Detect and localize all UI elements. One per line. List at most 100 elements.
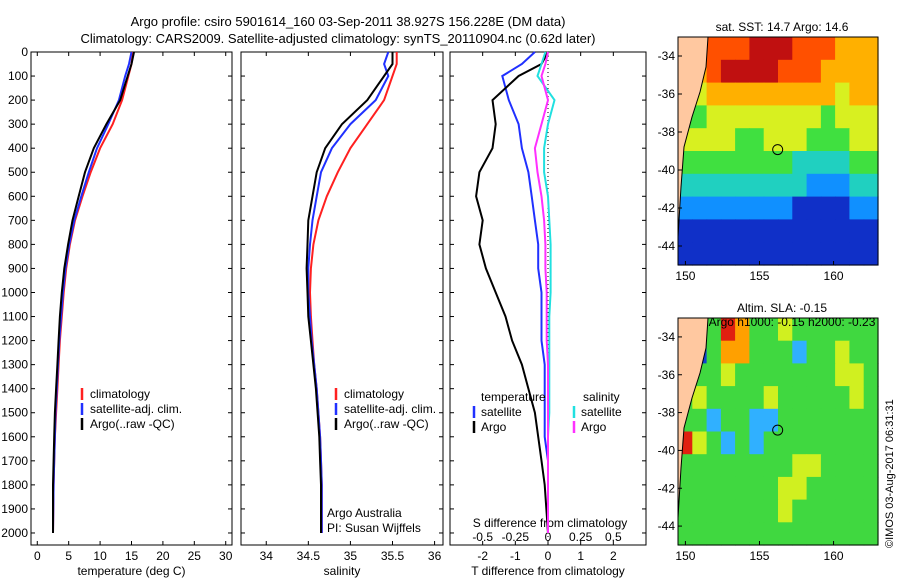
map-cell — [849, 431, 865, 455]
map-cell — [720, 242, 736, 266]
map-cell — [706, 242, 722, 266]
map-cell — [863, 363, 879, 387]
y-tick-label: -40 — [658, 163, 676, 177]
map-cell — [778, 196, 793, 220]
map-cell — [806, 408, 822, 433]
map-cell — [849, 340, 865, 364]
y-tick-label: 1900 — [1, 502, 28, 516]
map-cell — [763, 476, 779, 501]
map-cell — [763, 522, 779, 546]
map-cell — [835, 196, 850, 220]
map-cell — [778, 128, 793, 152]
map-cell — [863, 408, 879, 433]
map-cell — [763, 219, 779, 243]
map-cell — [863, 431, 879, 455]
map-frame — [677, 36, 879, 266]
s-tick-label: -0.5 — [472, 530, 493, 544]
map-cell — [735, 59, 750, 84]
map-cell — [792, 151, 808, 175]
map-cell — [792, 82, 808, 106]
map-cell — [792, 431, 808, 455]
map-cell — [863, 105, 879, 129]
x-tick-label: 155 — [749, 549, 769, 563]
map-cell — [849, 386, 865, 410]
map-cell — [806, 318, 822, 342]
map-cell — [863, 476, 879, 501]
series-line-temperature-argo — [475, 51, 549, 534]
x-tick-label: 15 — [125, 549, 139, 563]
map-cell — [849, 82, 865, 106]
float-position-marker — [772, 144, 784, 156]
map-cell — [849, 318, 865, 342]
map-cell — [720, 340, 736, 364]
map-cell — [749, 454, 765, 478]
map-cell — [806, 522, 822, 546]
map-cell — [706, 431, 722, 455]
map-cell — [806, 476, 822, 501]
map-cell — [678, 499, 693, 523]
map-cell — [778, 454, 793, 478]
map-cell — [749, 82, 765, 106]
map-cell — [849, 219, 865, 243]
map-cell — [778, 242, 793, 266]
map-cell — [863, 37, 879, 61]
map-cell — [863, 454, 879, 478]
map-cell — [778, 59, 793, 84]
s-tick-label: 0.5 — [605, 530, 622, 544]
map-cell — [706, 59, 722, 84]
map-cell — [792, 59, 808, 84]
map-cell — [778, 340, 793, 364]
map-cell — [820, 82, 836, 106]
map-cell — [792, 318, 808, 342]
figure-title-line2: Climatology: CARS2009. Satellite-adjuste… — [81, 31, 596, 46]
y-tick-label: -42 — [658, 481, 676, 495]
map-title: Altim. SLA: -0.15 — [737, 301, 827, 315]
map-cell — [863, 151, 879, 175]
map-cell — [820, 340, 836, 364]
map-cell — [835, 242, 850, 266]
y-tick-label: -34 — [658, 330, 676, 344]
float-position-marker — [772, 424, 784, 436]
s-tick-label: 0 — [545, 530, 552, 544]
map-cell — [778, 219, 793, 243]
y-tick-label: 900 — [8, 261, 28, 275]
map-cell — [849, 499, 865, 523]
map-cell — [735, 196, 750, 220]
map-cell — [678, 219, 693, 243]
map-cell — [735, 219, 750, 243]
y-tick-label: 1100 — [2, 310, 28, 324]
map-cell — [806, 386, 822, 410]
map-cell — [749, 105, 765, 129]
map-cell — [778, 82, 793, 106]
y-tick-label: -44 — [658, 239, 676, 253]
x-tick-label: 150 — [675, 269, 695, 283]
map-cell — [749, 476, 765, 501]
map-cell — [820, 219, 836, 243]
map-cell — [792, 386, 808, 410]
y-tick-label: 1400 — [1, 382, 28, 396]
map-cell — [735, 386, 750, 410]
x-axis-label: T difference from climatology — [471, 564, 625, 578]
map-cell — [863, 386, 879, 410]
map-cell — [863, 499, 879, 523]
map-cell — [792, 522, 808, 546]
map-cell — [806, 340, 822, 364]
y-tick-label: 400 — [8, 141, 28, 155]
x-tick-label: 2 — [610, 549, 617, 563]
map-cell — [735, 340, 750, 364]
map-cell — [863, 522, 879, 546]
map-cell — [763, 386, 779, 410]
map-cell — [806, 37, 822, 61]
y-tick-label: 100 — [8, 69, 28, 83]
map-cell — [678, 242, 693, 266]
map-cell — [749, 318, 765, 342]
map-cell — [735, 499, 750, 523]
map-cell — [849, 242, 865, 266]
profile-panel-salinity: 34 34.5 35 35.5 36 salinity climatologysatelli… — [240, 51, 444, 578]
map-cell — [863, 173, 879, 198]
map-cell — [735, 37, 750, 61]
map-cell — [820, 431, 836, 455]
map-cell — [806, 59, 822, 84]
map-sla-map: 150 155 160 -34 -36 -38 -40 -42 -44 Altim. SLA: -… — [658, 301, 879, 563]
